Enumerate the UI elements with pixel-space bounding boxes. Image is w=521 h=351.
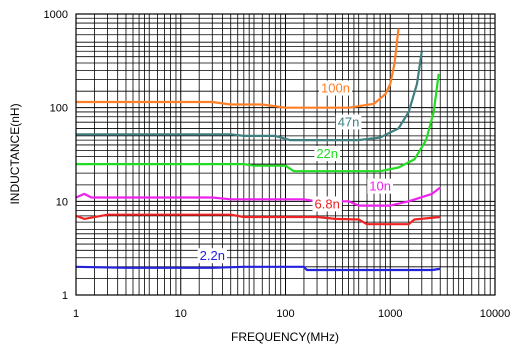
x-tick-label: 10 (175, 308, 187, 320)
x-tick-label: 1 (73, 308, 79, 320)
y-tick-labels: 1 10 100 1000 (44, 9, 68, 302)
series-label-background (314, 146, 341, 162)
plot-frame (75, 13, 496, 296)
y-axis-title: INDUCTANCE(nH) (8, 103, 22, 204)
series-label-100n: 100n (321, 81, 350, 96)
series-label-47n: 47n (338, 114, 360, 129)
series-line-2.2n (75, 265, 441, 272)
series-line-22n (76, 73, 440, 173)
series-line-47n (76, 51, 423, 142)
series-label-background (319, 80, 352, 96)
grid (75, 14, 495, 296)
series-line-100n (76, 28, 400, 109)
x-tick-labels: 1 10 100 1000 10000 (73, 308, 510, 320)
y-tick-label: 1000 (44, 9, 68, 21)
x-tick-label: 10000 (480, 308, 511, 320)
series-label-2.2n: 2.2n (200, 248, 225, 263)
y-tick-label: 100 (50, 103, 68, 115)
series-label-background (335, 114, 362, 130)
series-label-background (367, 178, 393, 194)
series-label-background (312, 196, 342, 212)
series-label-6.8n: 6.8n (315, 196, 340, 211)
series-label-22n: 22n (316, 146, 338, 161)
x-axis-title: FREQUENCY(MHz) (231, 330, 339, 344)
y-tick-label: 1 (62, 290, 68, 302)
series-line-6.8n (75, 213, 441, 226)
series-label-background (197, 248, 227, 264)
x-tick-label: 100 (276, 308, 294, 320)
series-label-10n: 10n (369, 179, 391, 194)
x-tick-label: 1000 (378, 308, 402, 320)
series-labels: 100n 47n 22n 10n 6.8n 2.2n (197, 80, 393, 264)
y-tick-label: 10 (56, 196, 68, 208)
